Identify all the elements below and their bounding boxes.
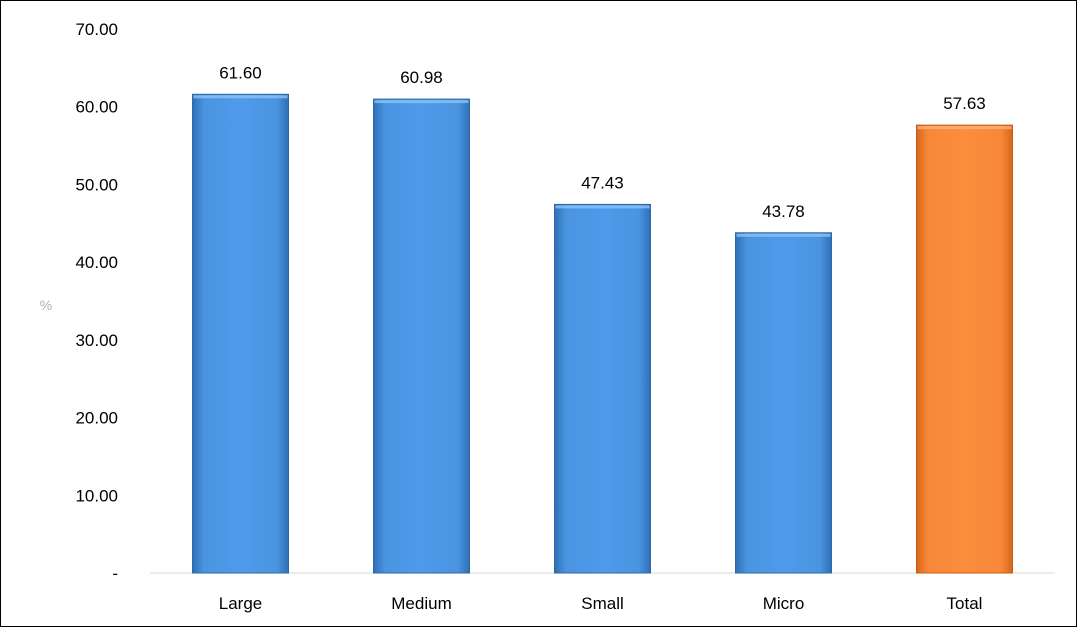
bar-highlight [736, 233, 831, 237]
bar-small [554, 203, 651, 574]
bar-highlight [193, 95, 288, 99]
data-label: 43.78 [762, 202, 805, 221]
bar-large [192, 93, 289, 574]
y-tick-label: 40.00 [75, 253, 118, 272]
y-tick-label: - [112, 564, 118, 583]
data-label: 60.98 [400, 68, 443, 87]
x-tick-label: Micro [763, 594, 805, 613]
y-axis-title: % [40, 297, 52, 313]
x-tick-label: Small [581, 594, 624, 613]
x-tick-label: Medium [391, 594, 451, 613]
data-labels: 61.60 60.98 47.43 43.78 57.63 [219, 63, 986, 220]
data-label: 61.60 [219, 63, 262, 82]
y-tick-label: 30.00 [75, 331, 118, 350]
y-tick-label: 10.00 [75, 486, 118, 505]
bar-medium [373, 98, 470, 574]
y-tick-label: 50.00 [75, 175, 118, 194]
x-axis-ticks: Large Medium Small Micro Total [219, 594, 983, 613]
y-tick-label: 70.00 [75, 20, 118, 39]
data-label: 57.63 [943, 94, 986, 113]
bar-highlight [555, 205, 650, 209]
bar-micro [735, 232, 832, 574]
bar-total [916, 124, 1013, 574]
y-tick-label: 60.00 [75, 98, 118, 117]
y-axis-ticks: - 10.00 20.00 30.00 40.00 50.00 60.00 70.00 [75, 20, 118, 583]
bar-highlight [917, 126, 1012, 130]
x-tick-label: Total [947, 594, 983, 613]
y-tick-label: 20.00 [75, 409, 118, 428]
x-tick-label: Large [219, 594, 262, 613]
data-label: 47.43 [581, 173, 624, 192]
bar-highlight [374, 100, 469, 104]
bars [192, 93, 1013, 574]
